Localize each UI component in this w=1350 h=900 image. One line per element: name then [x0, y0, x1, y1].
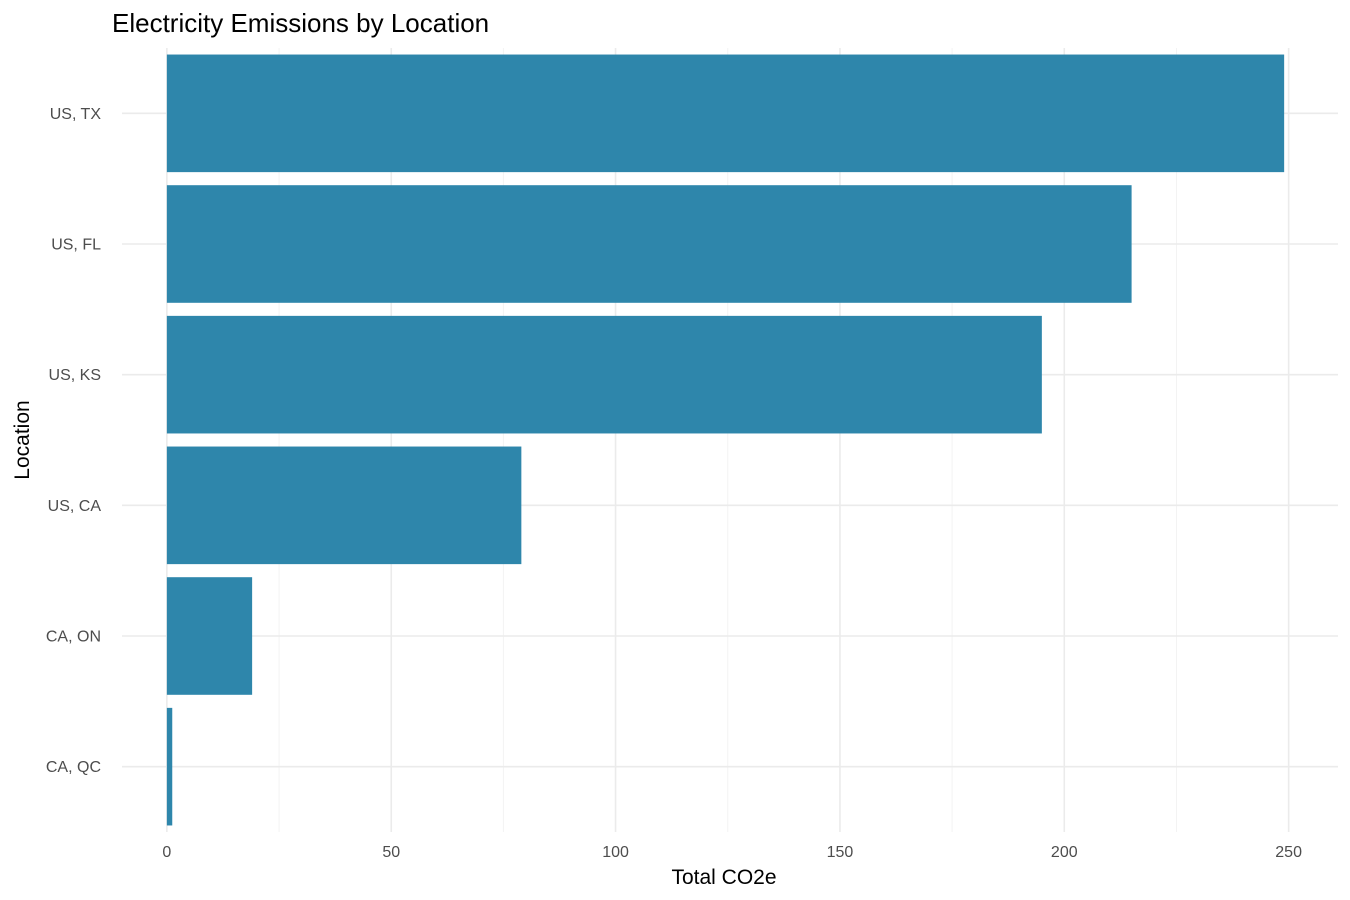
y-tick-label: CA, ON [46, 629, 101, 646]
x-tick-label: 0 [162, 844, 171, 861]
bar-ca-on [166, 577, 253, 695]
y-tick-label: US, CA [48, 498, 102, 515]
y-tick-label: US, KS [49, 367, 101, 384]
y-axis-tick-labels: US, TX US, FL US, KS US, CA CA, ON CA, QC [46, 106, 101, 776]
bar-us-fl [166, 185, 1132, 303]
bars [166, 54, 1285, 826]
bar-us-ks [166, 315, 1042, 434]
x-tick-label: 100 [602, 844, 629, 861]
y-tick-label: US, TX [50, 106, 102, 123]
bar-ca-qc [166, 707, 173, 826]
x-tick-label: 150 [827, 844, 854, 861]
x-axis-tick-labels: 0 50 100 150 200 250 [162, 844, 1302, 861]
bar-us-tx [166, 54, 1285, 173]
y-tick-label: CA, QC [46, 759, 101, 776]
y-tick-label: US, FL [51, 237, 101, 254]
x-tick-label: 200 [1051, 844, 1078, 861]
y-axis-title: Location [11, 400, 34, 479]
chart-title: Electricity Emissions by Location [112, 8, 489, 38]
x-axis-title: Total CO2e [671, 866, 776, 889]
bar-us-ca [166, 446, 522, 565]
x-tick-label: 50 [382, 844, 400, 861]
x-tick-label: 250 [1275, 844, 1302, 861]
